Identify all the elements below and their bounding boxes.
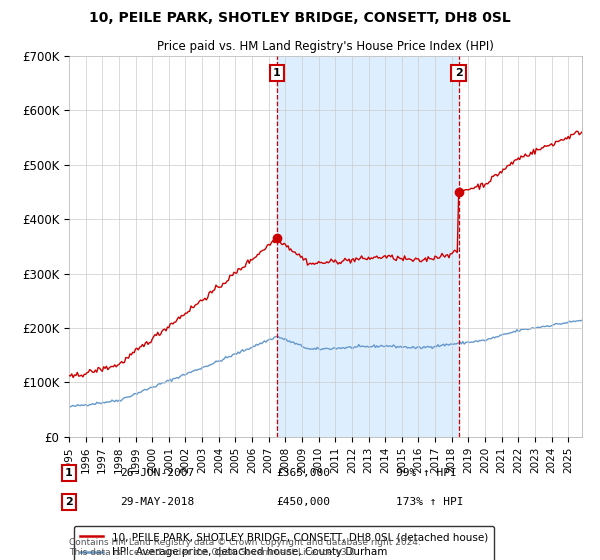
Text: 173% ↑ HPI: 173% ↑ HPI [396,497,464,507]
Legend: 10, PEILE PARK, SHOTLEY BRIDGE, CONSETT, DH8 0SL (detached house), HPI: Average : 10, PEILE PARK, SHOTLEY BRIDGE, CONSETT,… [74,526,494,560]
Text: 1: 1 [273,68,281,78]
Text: £365,000: £365,000 [276,468,330,478]
Text: 10, PEILE PARK, SHOTLEY BRIDGE, CONSETT, DH8 0SL: 10, PEILE PARK, SHOTLEY BRIDGE, CONSETT,… [89,11,511,25]
Text: 1: 1 [65,468,73,478]
Text: 29-MAY-2018: 29-MAY-2018 [120,497,194,507]
Text: 2: 2 [455,68,463,78]
Text: 26-JUN-2007: 26-JUN-2007 [120,468,194,478]
Text: 99% ↑ HPI: 99% ↑ HPI [396,468,457,478]
Text: Contains HM Land Registry data © Crown copyright and database right 2024.
This d: Contains HM Land Registry data © Crown c… [69,538,421,557]
Bar [277,56,458,437]
Title: Price paid vs. HM Land Registry's House Price Index (HPI): Price paid vs. HM Land Registry's House … [157,40,494,53]
Text: 2: 2 [65,497,73,507]
Text: £450,000: £450,000 [276,497,330,507]
